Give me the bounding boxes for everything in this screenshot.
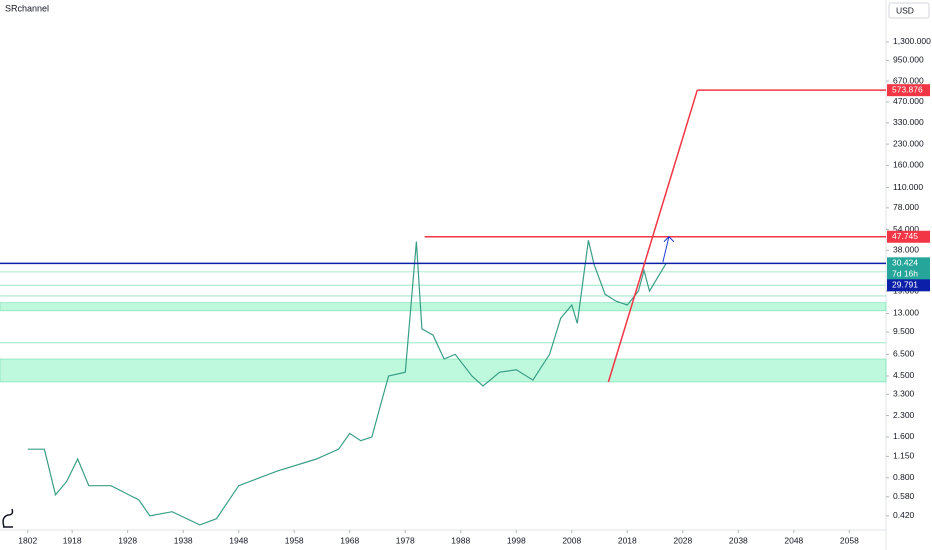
trendline (607, 89, 698, 383)
plot (0, 89, 887, 526)
y-tick-label: 13.000 (893, 308, 919, 318)
chart-title: SRchannel (5, 3, 49, 13)
y-tick-label: 9.500 (893, 326, 915, 336)
price-label-bg (887, 84, 930, 97)
price-axis: 950.000 670.000 470.000 330.000 230.000 160.0… (886, 36, 931, 520)
y-tick-label: 0.580 (893, 491, 915, 501)
x-tick-label: 1948 (229, 535, 248, 545)
x-tick-label: 2018 (618, 535, 637, 545)
x-tick-label: 2008 (562, 535, 581, 545)
y-tick-label: 2.300 (893, 410, 915, 420)
price-label: 47.745 (892, 231, 918, 241)
price-label: 30.424 (892, 258, 918, 268)
x-tick-label: 1928 (118, 535, 137, 545)
y-tick-label: 230.000 (893, 138, 924, 148)
y-tick-label: 160.000 (893, 160, 924, 170)
y-tick-label: 3.300 (893, 389, 915, 399)
y-tick-label: 330.000 (893, 117, 924, 127)
arrow (662, 236, 675, 263)
price-label: 7d 16h (892, 269, 918, 279)
y-tick-label: 470.000 (893, 96, 924, 106)
x-tick-label: 1998 (507, 535, 526, 545)
x-tick-label: 2028 (673, 535, 692, 545)
y-tick-label: 0.420 (893, 510, 915, 520)
y-tick-label: 54.000 (893, 224, 919, 234)
y-tick-label: 78.000 (893, 202, 919, 212)
currency-box[interactable] (888, 2, 930, 19)
price-label: 29.791 (892, 280, 918, 290)
x-tick-label: 1938 (174, 535, 193, 545)
x-tick-label: 1802 (18, 535, 37, 545)
y-tick-label: 950.000 (893, 55, 924, 65)
price-label-bg (887, 268, 930, 281)
x-tick-label: 1988 (451, 535, 470, 545)
x-tick-label: 1918 (63, 535, 82, 545)
x-tick-label: 1968 (340, 535, 359, 545)
x-tick-label: 2058 (840, 535, 859, 545)
y-tick-label: 4.500 (893, 370, 915, 380)
support-zone (0, 358, 887, 383)
x-tick-label: 2048 (784, 535, 803, 545)
price-label-bg (887, 230, 930, 243)
price-line (27, 240, 667, 526)
y-tick-label: 1.600 (893, 431, 915, 441)
logo (2, 508, 14, 528)
y-tick-label: 670.000 (893, 75, 924, 85)
price-label-bg (887, 257, 930, 270)
x-tick-label: 1958 (285, 535, 304, 545)
y-tick-label: 0.800 (893, 472, 915, 482)
x-tick-label: 2038 (729, 535, 748, 545)
currency: USD (896, 5, 914, 15)
support-zone (0, 302, 887, 312)
y-tick-label: 6.500 (893, 349, 915, 359)
y-tick-label: 1,300.000 (893, 36, 931, 46)
price-label: 573.876 (892, 84, 923, 94)
y-tick-label: 38.000 (893, 244, 919, 254)
price-label-bg (887, 279, 930, 292)
y-tick-label: 1.150 (893, 451, 915, 461)
x-tick-label: 1978 (396, 535, 415, 545)
y-tick-label: 110.000 (893, 182, 923, 192)
